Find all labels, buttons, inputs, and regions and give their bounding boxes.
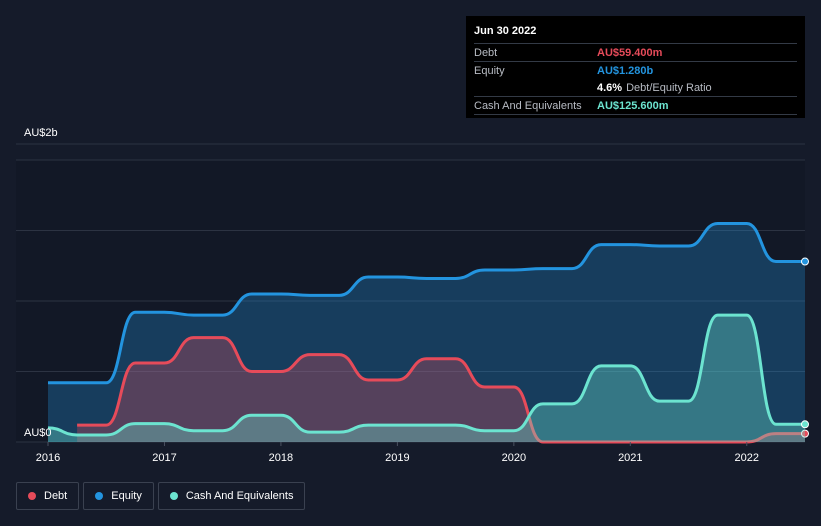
tooltip-cash-label: Cash And Equivalents [474, 99, 582, 112]
equity-area [48, 223, 805, 442]
x-tick-label: 2021 [618, 452, 642, 464]
debt-end-marker [801, 429, 809, 438]
legend-item-debt[interactable]: Debt [16, 482, 80, 510]
legend: Debt Equity Cash And Equivalents [16, 482, 309, 510]
tooltip-date: Jun 30 2022 [474, 25, 537, 37]
x-tick-label: 2022 [735, 452, 759, 464]
tooltip-cash-value: AU$125.600m [597, 99, 669, 112]
tooltip-ratio-label: Debt/Equity Ratio [626, 81, 712, 94]
tooltip-debt-value: AU$59.400m [597, 46, 663, 59]
cash-dot-icon [169, 492, 178, 500]
tooltip-ratio-value: 4.6% [597, 81, 623, 94]
equity-dot-icon [95, 492, 104, 500]
legend-label-equity: Equity [111, 490, 142, 502]
cash-and-equivalents-line [47, 313, 805, 437]
equity-line [48, 221, 806, 385]
axis-layer: AU$2b AU$0 2016 2017 2018 2019 2020 2021 2022 [24, 127, 759, 464]
x-tick-label: 2017 [152, 452, 176, 464]
tooltip-debt-row: Debt AU$59.400m [474, 43, 797, 61]
legend-label-debt: Debt [44, 490, 68, 502]
grid [16, 143, 805, 443]
y-tick-label: AU$0 [24, 427, 52, 439]
tooltip-cash-row: Cash And Equivalents AU$125.600m [474, 96, 797, 115]
series-layer [47, 221, 809, 444]
tooltip-debt-label: Debt [474, 46, 498, 59]
tooltip-equity-label: Equity [474, 64, 505, 77]
cash-and-equivalents-end-marker [801, 420, 809, 429]
equity-end-marker [801, 257, 809, 266]
debt-dot-icon [28, 492, 36, 500]
cash-and-equivalents-area [48, 315, 805, 442]
tooltip-panel: Jun 30 2022 Debt AU$59.400m Equity AU$1.… [466, 16, 805, 118]
tooltip-equity-row: Equity AU$1.280b [474, 61, 797, 79]
debt-line [77, 336, 805, 444]
legend-label-cash: Cash And Equivalents [185, 490, 294, 502]
tooltip-ratio-row: 4.6% Debt/Equity Ratio [474, 79, 797, 96]
tooltip-equity-value: AU$1.280b [597, 64, 654, 77]
x-tick-label: 2020 [502, 452, 526, 464]
y-tick-label: AU$2b [24, 127, 58, 139]
legend-item-equity[interactable]: Equity [83, 482, 154, 510]
x-tick-label: 2016 [36, 452, 60, 464]
x-tick-label: 2018 [269, 452, 293, 464]
x-tick-label: 2019 [385, 452, 409, 464]
legend-item-cash[interactable]: Cash And Equivalents [157, 482, 306, 510]
